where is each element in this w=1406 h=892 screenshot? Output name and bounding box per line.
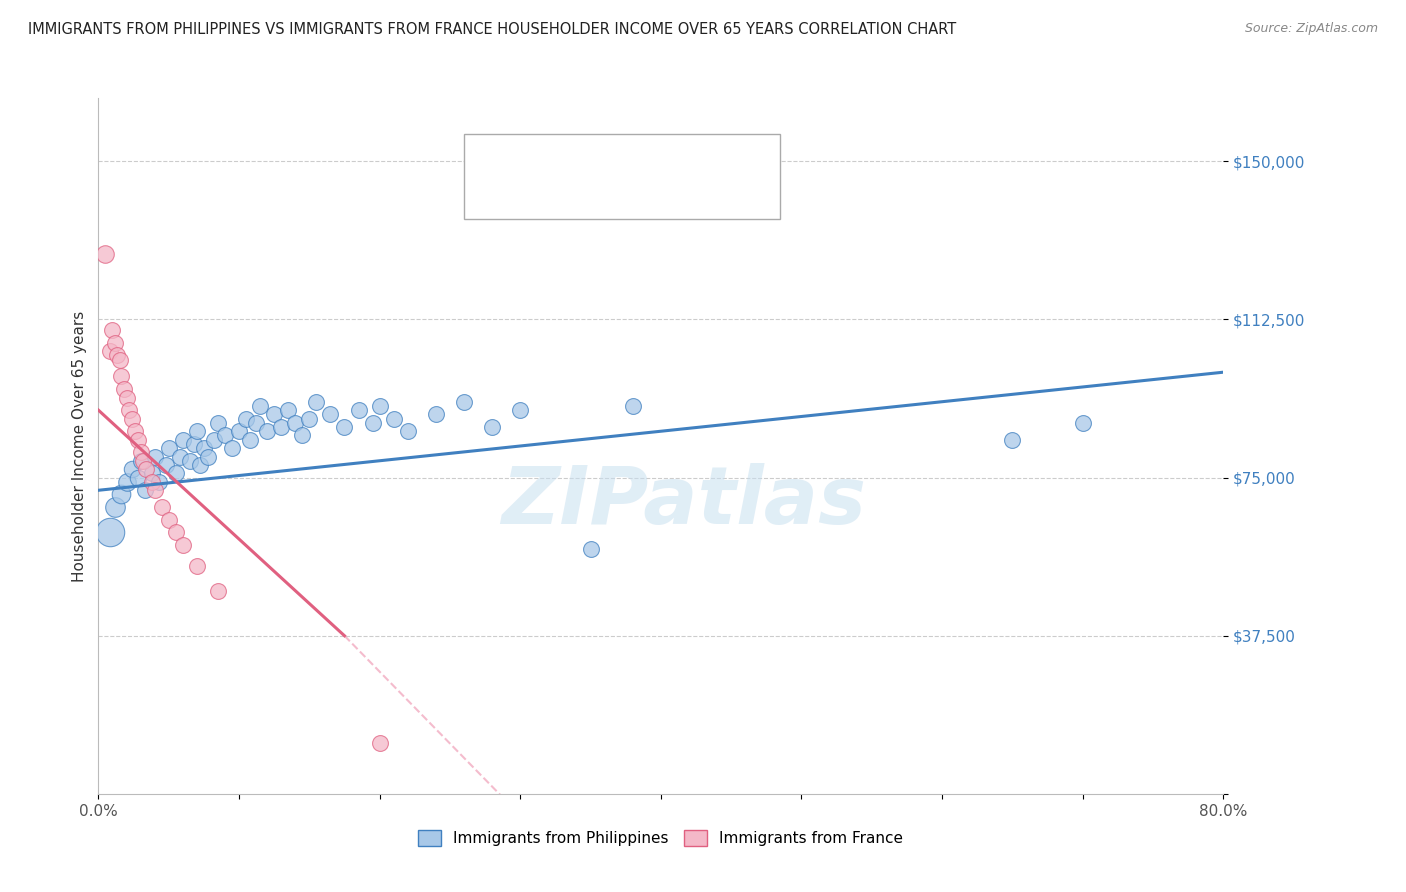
Point (108, 352, 131, 367)
Text: Source: ZipAtlas.com: Source: ZipAtlas.com (1244, 22, 1378, 36)
Point (134, 483, 156, 498)
Point (453, 394, 475, 409)
Point (124, 424, 146, 438)
Point (143, 483, 166, 498)
Point (121, 462, 143, 476)
Point (291, 428, 314, 442)
Point (228, 424, 250, 438)
Point (157, 513, 180, 527)
Point (263, 408, 285, 422)
Point (104, 500, 127, 515)
Point (193, 441, 215, 455)
Point (235, 411, 257, 425)
Point (155, 458, 177, 472)
Point (509, 403, 531, 417)
Point (98, 344, 121, 359)
Point (98, 525, 121, 540)
Text: 55: 55 (681, 152, 706, 169)
Point (105, 348, 128, 362)
Point (284, 416, 307, 430)
Point (239, 433, 262, 447)
Point (121, 411, 143, 425)
Point (333, 420, 356, 434)
Point (305, 394, 328, 409)
Y-axis label: Householder Income Over 65 years: Householder Income Over 65 years (72, 310, 87, 582)
Text: N =: N = (638, 185, 678, 202)
Point (319, 408, 342, 422)
Point (202, 433, 225, 447)
Point (115, 475, 138, 489)
Point (425, 408, 447, 422)
Point (186, 424, 208, 438)
Point (1071, 416, 1094, 430)
Text: N =: N = (638, 152, 678, 169)
Point (1001, 433, 1024, 447)
Point (165, 467, 187, 481)
Point (186, 559, 208, 574)
Point (249, 399, 271, 413)
Text: 25: 25 (681, 185, 706, 202)
Point (245, 416, 267, 430)
Point (277, 403, 299, 417)
Point (207, 584, 229, 599)
Point (165, 525, 187, 540)
Point (118, 403, 141, 417)
Point (179, 454, 201, 468)
Point (94, 247, 117, 261)
Point (396, 424, 419, 438)
Point (150, 500, 173, 515)
Point (368, 736, 391, 750)
Point (135, 462, 157, 476)
Point (579, 542, 602, 557)
Point (172, 538, 194, 552)
Point (368, 399, 391, 413)
Point (127, 433, 149, 447)
Point (112, 382, 135, 396)
Point (347, 403, 370, 417)
Point (183, 437, 205, 451)
Point (129, 445, 152, 459)
Point (132, 454, 155, 468)
Point (101, 323, 124, 337)
Point (148, 475, 170, 489)
Point (188, 458, 211, 472)
Point (110, 369, 132, 384)
Text: -0.315: -0.315 (568, 185, 633, 202)
Point (127, 470, 149, 484)
Text: IMMIGRANTS FROM PHILIPPINES VS IMMIGRANTS FROM FRANCE HOUSEHOLDER INCOME OVER 65: IMMIGRANTS FROM PHILIPPINES VS IMMIGRANT… (28, 22, 956, 37)
Point (141, 475, 163, 489)
Point (214, 428, 236, 442)
Point (197, 450, 219, 464)
Point (207, 416, 229, 430)
Point (270, 420, 292, 434)
Point (157, 441, 180, 455)
Point (621, 399, 644, 413)
Point (481, 420, 503, 434)
Point (143, 450, 166, 464)
Legend: Immigrants from Philippines, Immigrants from France: Immigrants from Philippines, Immigrants … (412, 824, 910, 853)
Point (361, 416, 384, 430)
Point (169, 450, 191, 464)
Point (110, 487, 132, 501)
Text: R =: R = (523, 152, 562, 169)
Point (382, 411, 405, 425)
Point (298, 411, 321, 425)
Text: 0.261: 0.261 (568, 152, 624, 169)
Point (104, 335, 127, 350)
Point (221, 441, 243, 455)
Point (129, 454, 152, 468)
Text: ZIPatlas: ZIPatlas (501, 463, 866, 541)
Point (172, 433, 194, 447)
Text: R =: R = (523, 185, 562, 202)
Point (256, 424, 278, 438)
Point (141, 467, 163, 481)
Point (115, 391, 138, 405)
